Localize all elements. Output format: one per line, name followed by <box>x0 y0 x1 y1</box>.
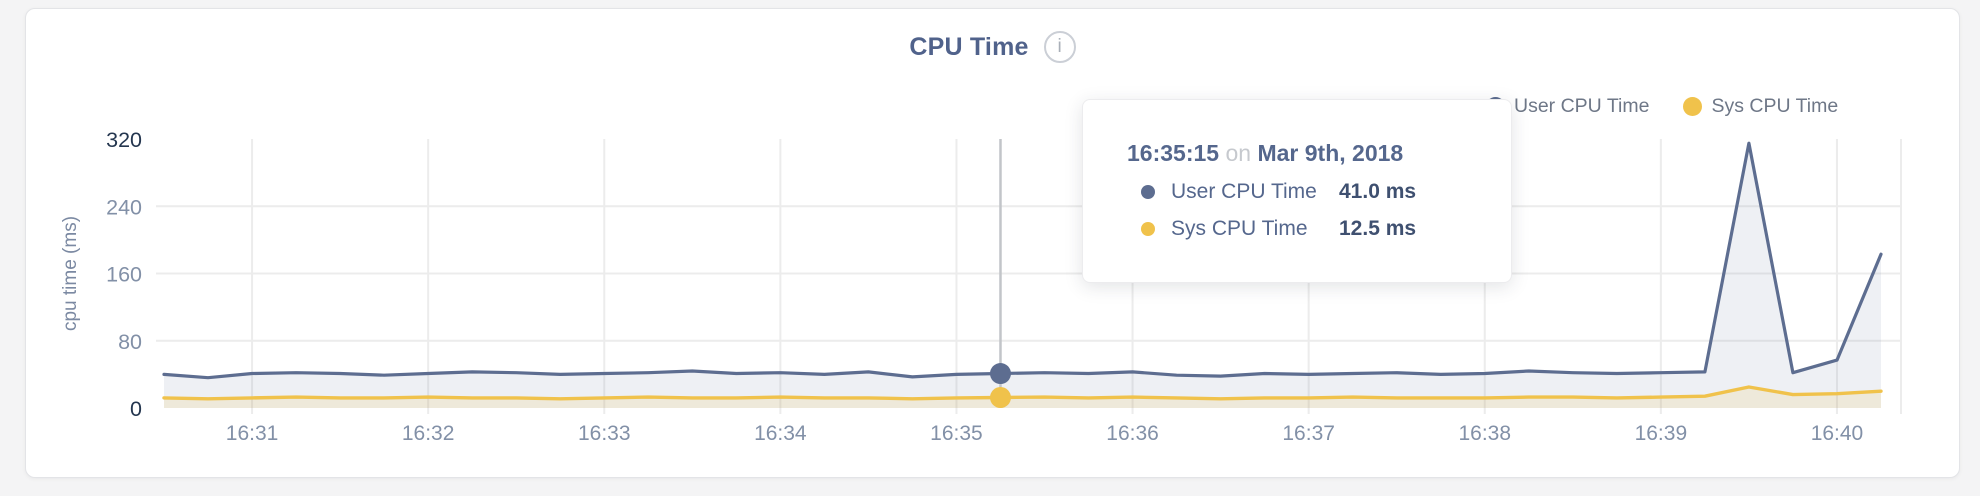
x-tick-label: 16:32 <box>402 422 455 445</box>
sys-series-dot-icon <box>1141 222 1155 236</box>
legend-label-user: User CPU Time <box>1514 95 1650 117</box>
hover-dot-sys[interactable] <box>989 386 1011 408</box>
x-tick-label: 16:40 <box>1811 422 1864 445</box>
y-axis-title: cpu time (ms) <box>60 216 81 331</box>
legend-label-sys: Sys CPU Time <box>1711 95 1839 117</box>
card-header: CPU Time i <box>26 31 1959 63</box>
x-tick-label: 16:37 <box>1282 422 1335 445</box>
y-tick-label: 240 <box>106 195 142 219</box>
x-axis-tick-labels: 16:31 16:32 16:33 16:34 16:35 16:36 16:37 16:38… <box>226 422 1863 445</box>
user-line <box>162 141 1883 380</box>
tooltip-header: 16:35:15 on Mar 9th, 2018 <box>1127 140 1511 167</box>
hover-dot-user[interactable] <box>989 363 1011 385</box>
x-tick-label: 16:36 <box>1106 422 1159 445</box>
y-tick-label: 0 <box>130 397 142 421</box>
sys-line <box>162 385 1883 401</box>
tooltip-label-user: User CPU Time <box>1171 180 1317 203</box>
x-tick-label: 16:31 <box>226 422 279 445</box>
tooltip-row-sys: Sys CPU Time 12.5 ms <box>1127 217 1511 241</box>
x-tick-label: 16:38 <box>1458 422 1511 445</box>
cpu-time-card: CPU Time i 0 80 160 240 320 16:31 16:32 16:33 16… <box>25 8 1960 478</box>
y-tick-label: 80 <box>118 330 142 354</box>
x-tick-label: 16:39 <box>1635 422 1688 445</box>
tooltip-connector: on <box>1225 140 1252 166</box>
x-tick-label: 16:35 <box>930 422 983 445</box>
y-tick-label: 160 <box>106 263 142 287</box>
x-tick-label: 16:33 <box>578 422 631 445</box>
y-axis-tick-labels: 0 80 160 240 320 <box>106 128 142 421</box>
legend-item-sys[interactable]: Sys CPU Time <box>1683 95 1838 118</box>
chart-tooltip: 16:35:15 on Mar 9th, 2018 User CPU Time … <box>1082 99 1512 283</box>
tooltip-value-user: 41.0 ms <box>1339 180 1417 203</box>
info-icon[interactable]: i <box>1043 31 1076 63</box>
legend: User CPU Time Sys CPU Time <box>1486 95 1838 118</box>
sys-series-dot-icon <box>1683 97 1703 116</box>
tooltip-label-sys: Sys CPU Time <box>1171 217 1308 240</box>
user-area-fill <box>164 143 1881 408</box>
tooltip-value-sys: 12.5 ms <box>1339 217 1417 240</box>
chart-title: CPU Time <box>909 32 1029 61</box>
user-series-dot-icon <box>1141 185 1155 199</box>
tooltip-row-user: User CPU Time 41.0 ms <box>1127 180 1511 204</box>
tooltip-time: 16:35:15 <box>1127 140 1220 166</box>
tooltip-date: Mar 9th, 2018 <box>1257 140 1404 166</box>
y-tick-label: 320 <box>106 128 142 152</box>
x-tick-label: 16:34 <box>754 422 807 445</box>
